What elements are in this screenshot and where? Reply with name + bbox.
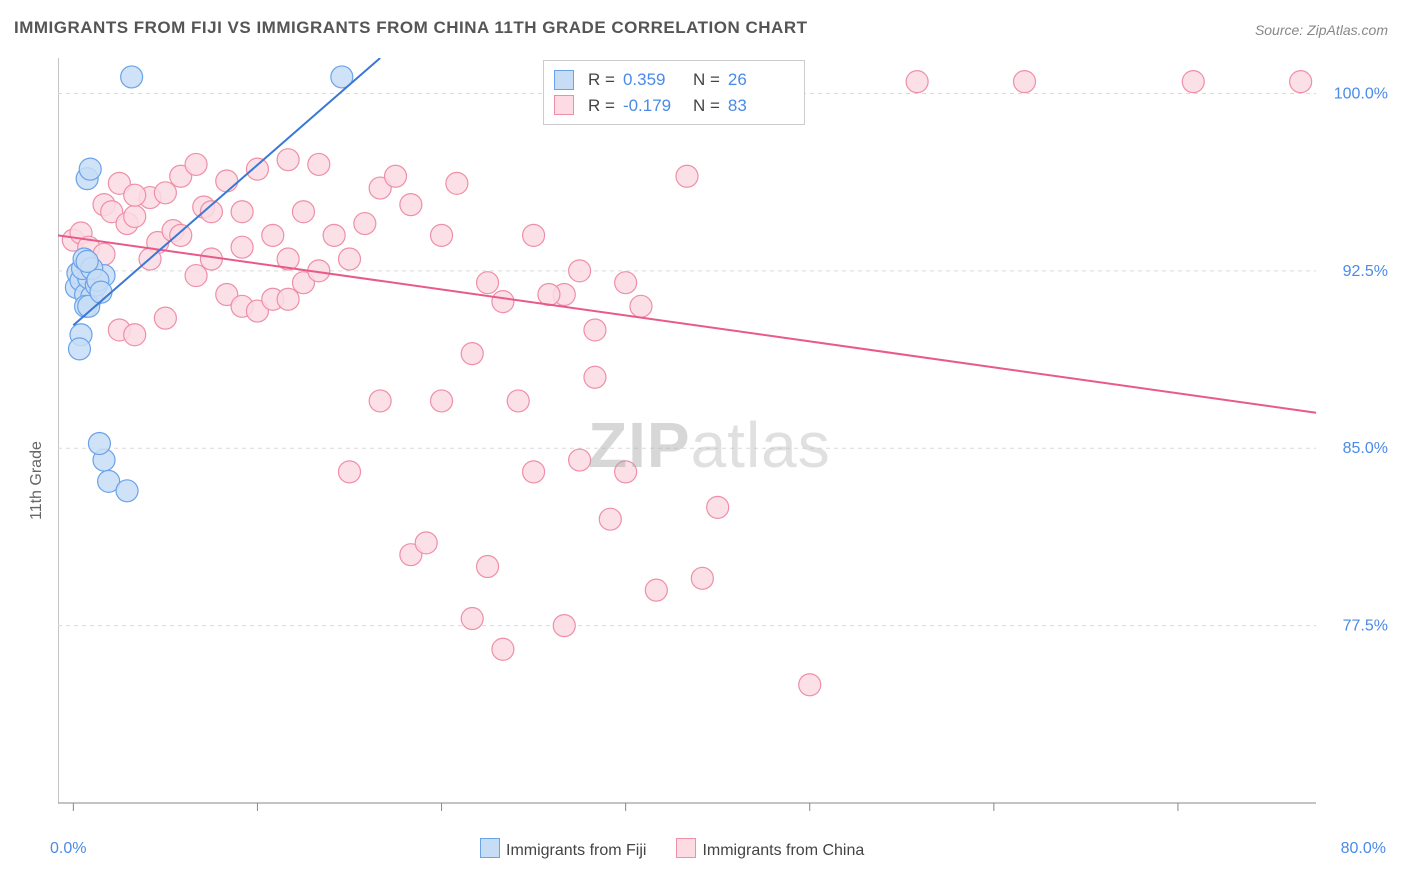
legend-row: R = -0.179 N = 83 [554, 93, 790, 119]
source-label: Source: ZipAtlas.com [1255, 22, 1388, 38]
svg-text:77.5%: 77.5% [1343, 618, 1388, 635]
svg-text:100.0%: 100.0% [1334, 85, 1388, 102]
series-legend-item: Immigrants from China [676, 838, 864, 860]
legend-swatch [554, 70, 574, 90]
plot-svg: 100.0% 92.5% 85.0% 77.5% [58, 58, 1388, 828]
scatter-chart: 100.0%92.5%85.0%77.5% ZIPatlas R = 0.359… [58, 58, 1388, 828]
legend-n-value: 26 [728, 67, 790, 93]
legend-swatch [554, 95, 574, 115]
series-legend: Immigrants from Fiji Immigrants from Chin… [480, 838, 864, 860]
chart-title: IMMIGRANTS FROM FIJI VS IMMIGRANTS FROM … [14, 18, 808, 38]
series-name: Immigrants from Fiji [506, 842, 646, 859]
y-axis-label: 11th Grade [28, 441, 46, 520]
svg-text:92.5%: 92.5% [1343, 263, 1388, 280]
x-axis-max: 80.0% [1341, 840, 1386, 858]
x-axis-min: 0.0% [50, 840, 86, 858]
legend-n-label: N = [693, 93, 720, 119]
legend-r-value: 0.359 [623, 67, 685, 93]
legend-swatch [676, 838, 696, 858]
legend-swatch [480, 838, 500, 858]
correlation-legend: R = 0.359 N = 26 R = -0.179 N = 83 [543, 60, 805, 125]
legend-r-value: -0.179 [623, 93, 685, 119]
svg-text:85.0%: 85.0% [1343, 440, 1388, 457]
legend-row: R = 0.359 N = 26 [554, 67, 790, 93]
legend-n-value: 83 [728, 93, 790, 119]
legend-n-label: N = [693, 67, 720, 93]
legend-r-label: R = [588, 93, 615, 119]
legend-r-label: R = [588, 67, 615, 93]
series-name: Immigrants from China [702, 842, 864, 859]
series-legend-item: Immigrants from Fiji [480, 838, 646, 860]
